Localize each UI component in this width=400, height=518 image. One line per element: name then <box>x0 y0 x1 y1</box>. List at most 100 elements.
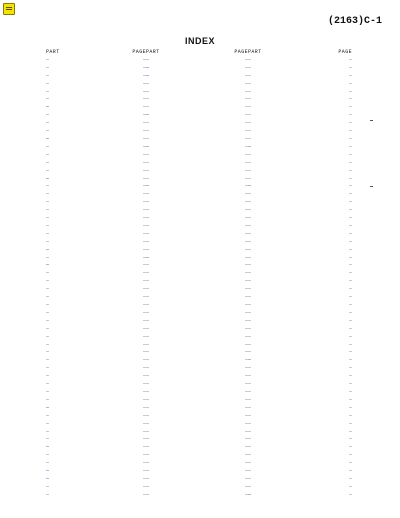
page-number-cell: — <box>142 56 146 63</box>
part-number-link[interactable]: — <box>46 468 50 475</box>
page-number-cell: — <box>142 191 146 198</box>
index-table: PART PAGE PART PAGE PART PAGE — — — — — — — — — —… <box>46 49 352 500</box>
page-number-cell: — <box>244 317 248 324</box>
part-number-link[interactable]: — <box>46 262 50 269</box>
part-number-link[interactable]: — <box>146 143 150 150</box>
part-number-link[interactable]: — <box>248 357 252 364</box>
part-number-cell: — <box>146 302 150 308</box>
page-number-cell: — <box>244 230 248 237</box>
table-row: — — — — — — <box>46 57 352 65</box>
table-row: — — — — — — <box>46 239 352 247</box>
part-number-cell: — <box>146 444 150 451</box>
page-number-cell: — <box>244 72 248 79</box>
table-row: — — — — — — <box>46 389 352 397</box>
part-number-link[interactable]: — <box>46 246 50 253</box>
part-number-cell: — <box>248 222 252 229</box>
part-number-cell: — <box>248 388 252 395</box>
page-number-cell: — <box>348 396 352 403</box>
part-number-cell: — <box>146 238 150 245</box>
table-row: — — — — — — <box>46 373 352 381</box>
part-number-cell: — <box>146 468 150 475</box>
page-number-cell: — <box>244 404 248 411</box>
page-number-cell: — <box>244 120 248 127</box>
page-number-cell: — <box>244 444 248 451</box>
part-number-link[interactable]: — <box>248 491 252 498</box>
part-number-link[interactable]: — <box>46 475 50 482</box>
part-number-cell: — <box>146 151 150 158</box>
page-number-cell: — <box>348 238 352 245</box>
page-number-cell: — <box>244 396 248 403</box>
page-number-cell: — <box>348 278 352 285</box>
table-row: — — — — — — <box>46 294 352 302</box>
page-number-cell: — <box>244 56 248 63</box>
part-number-cell: — <box>46 349 50 356</box>
page-number-cell: — <box>348 404 352 411</box>
part-number-cell: — <box>248 436 252 443</box>
page-number-cell: — <box>348 191 352 198</box>
part-number-link[interactable]: — <box>46 444 50 451</box>
page-number-cell: — <box>244 381 248 388</box>
page-number-cell: — <box>348 199 352 206</box>
page-number-cell: — <box>142 215 146 222</box>
part-number-cell: — <box>146 365 150 372</box>
part-number-link[interactable]: — <box>146 64 150 71</box>
part-number-cell: — <box>46 491 50 498</box>
part-number-cell: — <box>248 309 252 316</box>
part-number-cell: — <box>146 325 150 332</box>
part-number-cell: — <box>46 325 50 332</box>
part-number-cell: — <box>46 167 50 174</box>
table-row: — — — — — — <box>46 444 352 452</box>
page-number-cell: — <box>142 294 146 301</box>
page-number-cell: — <box>244 112 248 119</box>
part-number-cell: — <box>146 436 150 443</box>
part-number-cell: — <box>248 341 252 348</box>
page-number-cell: — <box>244 191 248 198</box>
page-number-cell: — <box>348 444 352 451</box>
page-number-cell: — <box>142 468 146 475</box>
part-number-cell: — <box>248 475 252 482</box>
table-row: — — — — — — <box>46 231 352 239</box>
part-number-cell: — <box>248 80 252 87</box>
page-number-cell: — <box>348 128 352 135</box>
page-number-cell: — <box>244 420 248 427</box>
part-number-cell: — <box>46 309 50 316</box>
part-number-cell: — <box>146 88 150 95</box>
part-number-cell: — <box>146 294 150 301</box>
part-number-link[interactable]: — <box>146 183 150 190</box>
table-row: — — — — — — <box>46 476 352 484</box>
table-row: — — — — — — <box>46 270 352 278</box>
part-number-link[interactable]: — <box>248 143 252 150</box>
page-number-cell: — <box>142 475 146 482</box>
part-number-link[interactable]: — <box>46 135 50 142</box>
part-number-cell: — <box>248 175 252 182</box>
page-number-cell: — <box>244 333 248 340</box>
page-number-cell: — <box>348 159 352 166</box>
part-number-link[interactable]: — <box>46 404 50 411</box>
part-number-cell: — <box>248 238 252 245</box>
table-row: — — — — — — <box>46 365 352 373</box>
page-number-cell: — <box>142 270 146 277</box>
part-number-cell: — <box>248 151 252 158</box>
page-number-cell: — <box>142 325 146 332</box>
part-number-link[interactable]: — <box>46 175 50 182</box>
note-icon[interactable] <box>3 3 15 15</box>
page-number-cell: — <box>348 96 352 103</box>
part-number-link[interactable]: — <box>248 183 252 190</box>
part-number-link[interactable]: — <box>146 72 150 79</box>
page-number-cell: — <box>142 143 146 150</box>
page-number: (2163)C-1 <box>327 16 382 27</box>
table-row: — — — — — — <box>46 429 352 437</box>
page-number-cell: — <box>348 491 352 498</box>
page-number-cell: — <box>348 349 352 356</box>
page-number-cell: — <box>142 246 146 253</box>
page-number-cell: — <box>348 452 352 459</box>
table-row: — — — — — — <box>46 286 352 294</box>
part-number-link[interactable]: — <box>46 104 50 111</box>
page-number-cell: — <box>244 207 248 214</box>
page-number-cell: — <box>348 317 352 324</box>
part-number-link[interactable]: — <box>146 112 150 119</box>
column-header-page: PAGE <box>132 49 146 55</box>
page-number-cell: — <box>244 143 248 150</box>
part-number-link[interactable]: — <box>146 254 150 261</box>
part-number-cell: — <box>146 396 150 403</box>
